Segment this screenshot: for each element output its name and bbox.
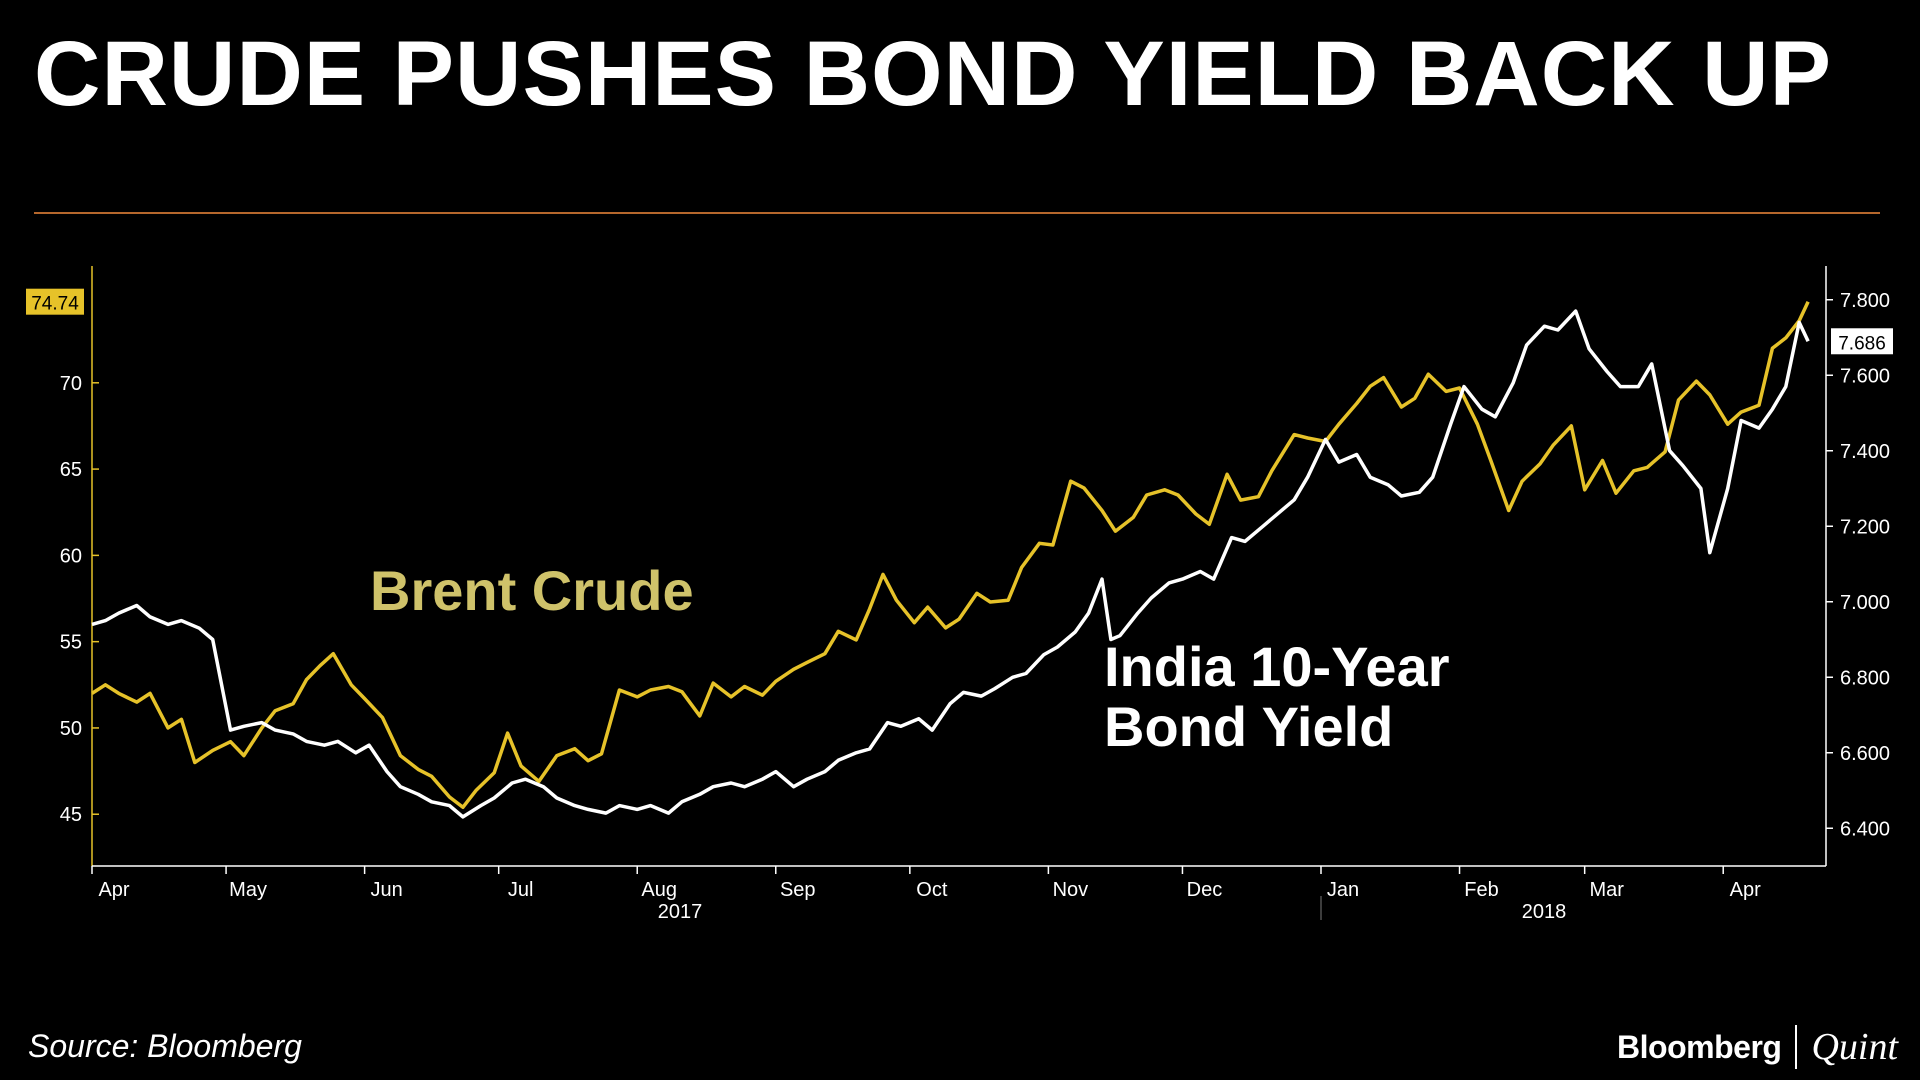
bond-yield-line — [91, 309, 1810, 819]
right-tick-label: 6.800 — [1840, 667, 1890, 689]
last-value-yield: 7.686 — [1838, 333, 1886, 354]
x-month-label: Jul — [508, 879, 534, 901]
bond-yield-label: India 10-Year — [1104, 635, 1450, 698]
x-month-label: May — [229, 879, 267, 901]
source-note: Source: Bloomberg — [28, 1028, 302, 1064]
axes-group: 45 50 55 60 65 70 6.400 6.600 6.800 7.000 7.200 7.4… — [60, 266, 1890, 923]
x-year-label: 2018 — [1522, 901, 1567, 923]
x-month-label: Aug — [641, 879, 677, 901]
x-year-label: 2017 — [658, 901, 703, 923]
x-month-label: Apr — [1730, 879, 1761, 901]
right-tick-label: 7.200 — [1840, 516, 1890, 538]
left-tick-label: 70 — [60, 373, 82, 395]
left-tick-label: 50 — [60, 718, 82, 740]
brand-logo: Bloomberg Quint — [1617, 1025, 1898, 1069]
left-tick-label: 45 — [60, 804, 82, 826]
x-month-label: Feb — [1464, 879, 1498, 901]
last-value-crude: 74.74 — [31, 294, 79, 315]
title-divider — [34, 212, 1880, 214]
x-month-label: Dec — [1187, 879, 1223, 901]
brent-crude-line — [91, 300, 1810, 810]
x-month-label: Sep — [780, 879, 816, 901]
right-tick-label: 7.600 — [1840, 365, 1890, 387]
last-value-box-crude — [26, 288, 84, 315]
x-month-label: Jan — [1327, 879, 1359, 901]
x-month-label: Nov — [1053, 879, 1089, 901]
right-tick-label: 7.400 — [1840, 441, 1890, 463]
left-tick-label: 65 — [60, 459, 82, 481]
brent-crude-label: Brent Crude — [370, 559, 694, 622]
x-month-label: Jun — [370, 879, 402, 901]
line-chart: 45 50 55 60 65 70 6.400 6.600 6.800 7.000 7.200 7.4… — [26, 266, 1893, 923]
brand-secondary: Quint — [1811, 1026, 1898, 1068]
chart-title: CRUDE PUSHES BOND YIELD BACK UP — [34, 23, 1832, 125]
right-tick-label: 6.400 — [1840, 818, 1890, 840]
x-month-label: Apr — [98, 879, 129, 901]
right-tick-label: 7.000 — [1840, 592, 1890, 614]
x-month-label: Mar — [1589, 879, 1624, 901]
bond-yield-label: Bond Yield — [1104, 695, 1393, 758]
brand-primary: Bloomberg — [1617, 1028, 1782, 1065]
right-tick-label: 6.600 — [1840, 743, 1890, 765]
left-tick-label: 60 — [60, 545, 82, 567]
brand-separator — [1795, 1025, 1798, 1069]
right-tick-label: 7.800 — [1840, 290, 1890, 312]
left-tick-label: 55 — [60, 632, 82, 654]
last-value-box-yield — [1831, 328, 1893, 355]
series-group — [91, 300, 1810, 819]
x-month-label: Oct — [916, 879, 948, 901]
